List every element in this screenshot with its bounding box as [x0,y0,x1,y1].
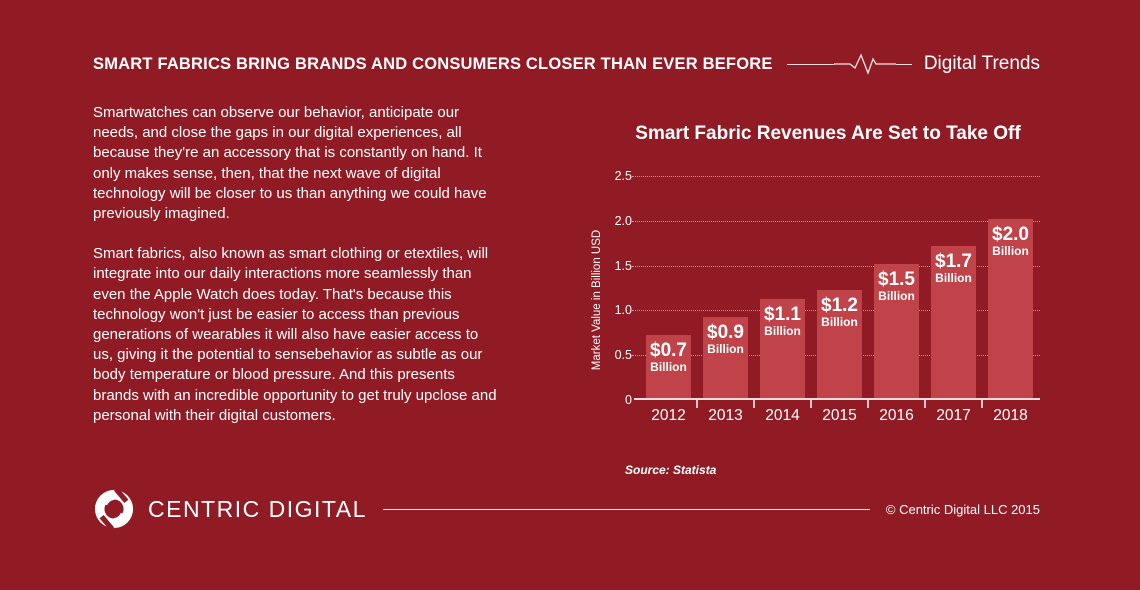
x-tick [867,400,869,408]
bar-value-label: $0.7 [650,340,687,362]
bar-value-label: $2.0 [992,223,1029,245]
heartbeat-divider [786,52,912,76]
header: SMART FABRICS BRING BRANDS AND CONSUMERS… [93,52,1040,76]
article-paragraph-2: Smart fabrics, also known as smart cloth… [93,245,497,424]
copyright-text: © Centric Digital LLC 2015 [885,501,1040,517]
x-tick [810,400,812,408]
bar-value-label: $0.9 [707,322,744,344]
x-tick [981,400,983,408]
article-paragraph-1: Smartwatches can observe our behavior, a… [93,104,487,223]
gridline [632,220,1040,222]
bar-2018: $2.0 Billion [988,218,1033,398]
bar-value-label: $1.2 [821,295,858,317]
bar-2016: $1.5 Billion [874,263,919,398]
y-tick-label: 0.5 [614,348,632,363]
bar-unit-label: Billion [764,324,801,339]
x-tick [753,400,755,408]
brand-label: Digital Trends [923,53,1040,74]
chart-source: Source: Statista [625,463,717,477]
footer-rule [382,508,870,510]
article-text: Smartwatches can observe our behavior, a… [93,103,499,426]
bar-unit-label: Billion [992,243,1029,258]
bar-2014: $1.1 Billion [760,299,805,398]
bar-unit-label: Billion [707,342,744,357]
x-axis-label-2013: 2013 [708,407,743,424]
divider-line [786,63,834,65]
bar-value-label: $1.7 [935,250,972,272]
chart-title: Smart Fabric Revenues Are Set to Take Of… [635,123,1021,144]
bar-2012: $0.7 Billion [646,335,691,398]
gridline [632,265,1040,267]
heartbeat-pulse-icon [833,53,896,75]
bar-unit-label: Billion [650,360,687,375]
logo-text: CENTRIC DIGITAL [148,495,367,522]
bar-2017: $1.7 Billion [931,245,976,398]
x-tick [924,400,926,408]
x-axis-label-2014: 2014 [765,407,800,424]
bar-2013: $0.9 Billion [703,317,748,398]
y-tick-label: 2.0 [614,213,632,228]
x-axis-line [634,398,1040,400]
x-axis-label-2016: 2016 [879,407,914,424]
y-tick-label: 1.5 [614,258,632,273]
divider-line [895,63,912,65]
x-axis-label-2017: 2017 [936,407,971,424]
x-axis-label-2018: 2018 [993,407,1028,424]
page-title: SMART FABRICS BRING BRANDS AND CONSUMERS… [93,54,773,73]
plot-area: 0 0.5 1.0 1.5 2.0 2.5 $0.7 Billion $0.9 Billion $1… [615,169,1040,424]
y-tick-label: 0 [625,393,632,407]
x-axis-label-2015: 2015 [822,407,857,424]
centric-digital-logo-icon [94,488,134,530]
y-tick-label: 2.5 [614,169,632,183]
footer: CENTRIC DIGITAL © Centric Digital LLC 20… [93,487,1040,531]
bar-unit-label: Billion [878,288,915,303]
bar-value-label: $1.5 [878,268,915,290]
gridline [632,176,1040,177]
bar-unit-label: Billion [821,315,858,330]
bar-unit-label: Billion [935,270,972,285]
x-axis-label-2012: 2012 [651,407,686,424]
y-tick-label: 1.0 [614,303,632,318]
x-tick [696,400,698,408]
bar-2015: $1.2 Billion [817,290,862,398]
bar-value-label: $1.1 [764,304,801,326]
